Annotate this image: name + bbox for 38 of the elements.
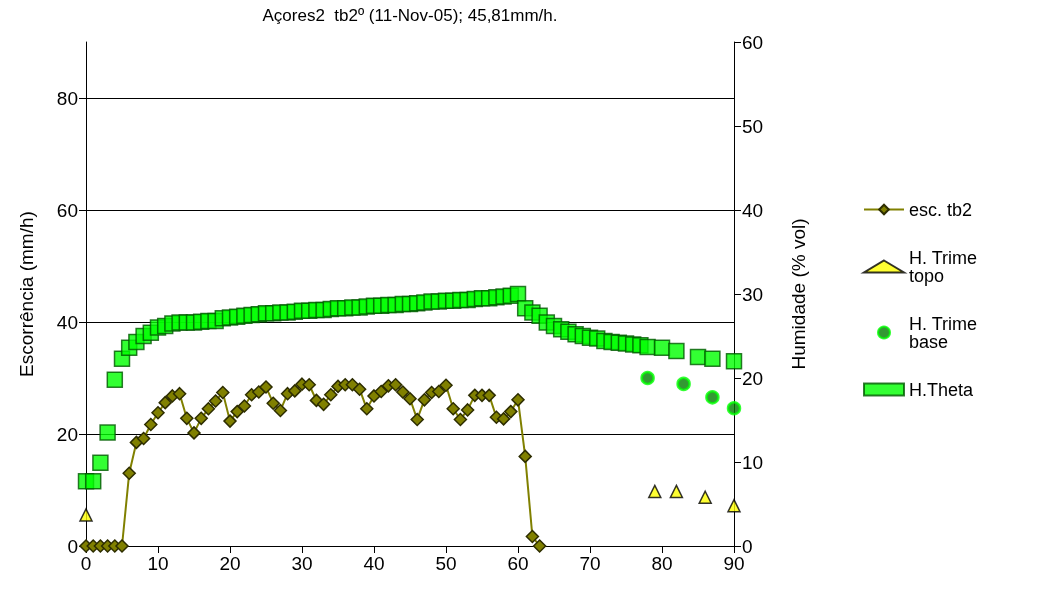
y-tick-label: 20 [56, 423, 78, 445]
y2-axis-title: Humidade (% vol) [788, 218, 809, 370]
point [648, 484, 662, 499]
point [640, 370, 655, 386]
y-tick-label: 40 [56, 311, 78, 333]
y2-tick-label: 60 [742, 31, 764, 53]
x-tick-label: 40 [363, 553, 385, 574]
x-tick-label: 90 [723, 553, 745, 574]
y-tick-label: 80 [56, 87, 78, 109]
point [727, 498, 741, 513]
legend-label: esc. tb2 [909, 199, 973, 220]
x-tick-label: 10 [147, 553, 169, 574]
point [79, 508, 93, 522]
y2-tick-label: 20 [742, 367, 764, 389]
y-tick-label: 60 [56, 199, 78, 221]
legend-label: H. Trime topo [909, 247, 983, 286]
x-tick-label: 0 [80, 553, 92, 574]
point [726, 400, 742, 416]
point [705, 390, 720, 405]
y-tick-label: 0 [67, 535, 78, 557]
y2-tick-label: 30 [742, 283, 764, 305]
x-tick-label: 80 [651, 553, 673, 574]
x-tick-label: 20 [219, 553, 241, 574]
y2-tick-label: 0 [742, 535, 753, 557]
x-tick-label: 50 [435, 553, 457, 574]
chart-title: Açores2 tb2º (11-Nov-05); 45,81mm/h. [262, 6, 558, 25]
y2-tick-label: 10 [742, 451, 764, 473]
x-tick-label: 70 [579, 553, 601, 574]
y2-tick-label: 40 [742, 199, 764, 221]
point [676, 376, 691, 392]
point [698, 490, 712, 505]
x-tick-label: 60 [507, 553, 529, 574]
y-axis-title: Escorrência (mm/h) [16, 211, 37, 377]
legend-label: H.Theta [909, 379, 975, 400]
legend-label: H. Trime base [909, 313, 983, 352]
x-tick-label: 30 [291, 553, 313, 574]
point [669, 484, 684, 499]
y2-tick-label: 50 [742, 115, 764, 137]
